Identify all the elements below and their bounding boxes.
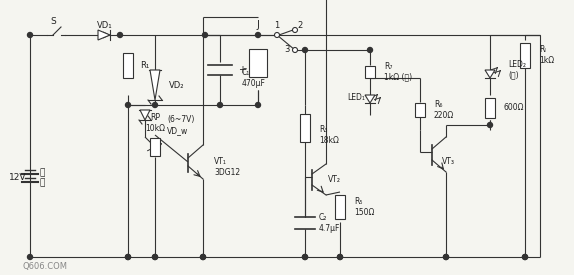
Bar <box>123 53 133 78</box>
Circle shape <box>293 28 297 32</box>
Circle shape <box>218 103 223 108</box>
Text: C₁
470μF: C₁ 470μF <box>242 68 266 88</box>
Text: R₆
220Ω: R₆ 220Ω <box>434 100 454 120</box>
Circle shape <box>153 254 157 260</box>
Circle shape <box>200 254 205 260</box>
Circle shape <box>255 103 261 108</box>
Circle shape <box>255 32 261 37</box>
Text: RP
10kΩ: RP 10kΩ <box>145 113 165 133</box>
Polygon shape <box>485 70 495 78</box>
Bar <box>415 103 425 117</box>
Text: 2: 2 <box>297 21 302 29</box>
Text: 12V: 12V <box>9 174 27 183</box>
Text: R₇
1kΩ (红): R₇ 1kΩ (红) <box>384 62 412 82</box>
Circle shape <box>28 32 33 37</box>
Bar <box>485 98 495 117</box>
Circle shape <box>302 254 308 260</box>
Circle shape <box>126 254 130 260</box>
Text: VD₂: VD₂ <box>169 81 184 89</box>
Circle shape <box>200 254 205 260</box>
Text: LED₁: LED₁ <box>347 92 365 101</box>
Text: Rₗ
1kΩ: Rₗ 1kΩ <box>539 45 554 65</box>
Circle shape <box>203 32 207 37</box>
Circle shape <box>338 254 343 260</box>
Bar <box>150 138 160 156</box>
Bar <box>365 66 375 78</box>
Circle shape <box>293 48 297 53</box>
Bar <box>249 48 267 76</box>
Text: 3: 3 <box>284 45 290 54</box>
Text: 电
池: 电 池 <box>39 168 45 188</box>
Polygon shape <box>365 95 375 103</box>
Polygon shape <box>140 110 150 120</box>
Text: R₁: R₁ <box>140 60 149 70</box>
Circle shape <box>302 254 308 260</box>
Text: 600Ω: 600Ω <box>504 103 525 112</box>
Circle shape <box>153 103 157 108</box>
Circle shape <box>153 254 157 260</box>
Circle shape <box>522 254 528 260</box>
Circle shape <box>338 254 343 260</box>
Circle shape <box>28 254 33 260</box>
Text: Q606.COM: Q606.COM <box>22 263 68 271</box>
Text: C₂
4.7μF: C₂ 4.7μF <box>319 213 340 233</box>
Circle shape <box>274 32 280 37</box>
Text: VT₃: VT₃ <box>441 158 455 166</box>
Text: (6~7V)
VD_w: (6~7V) VD_w <box>167 115 195 135</box>
Polygon shape <box>150 70 160 100</box>
Text: VT₁
3DG12: VT₁ 3DG12 <box>214 157 240 177</box>
Text: J: J <box>257 20 259 30</box>
Circle shape <box>444 254 448 260</box>
Circle shape <box>302 48 308 53</box>
Text: S: S <box>50 16 56 26</box>
Text: VT₂: VT₂ <box>328 175 340 185</box>
Bar <box>335 195 345 219</box>
Circle shape <box>118 32 122 37</box>
Circle shape <box>367 48 373 53</box>
Text: +: + <box>238 65 246 75</box>
Polygon shape <box>98 30 110 40</box>
Circle shape <box>126 254 130 260</box>
Text: R₅
150Ω: R₅ 150Ω <box>354 197 374 217</box>
Bar <box>520 43 530 67</box>
Text: R₃
18kΩ: R₃ 18kΩ <box>319 125 339 145</box>
Bar <box>300 114 310 142</box>
Circle shape <box>522 254 528 260</box>
Circle shape <box>487 122 492 128</box>
Circle shape <box>444 254 448 260</box>
Text: VD₁: VD₁ <box>97 21 113 29</box>
Text: 1: 1 <box>274 21 280 29</box>
Text: LED₂
(绿): LED₂ (绿) <box>508 60 526 80</box>
Circle shape <box>126 103 130 108</box>
